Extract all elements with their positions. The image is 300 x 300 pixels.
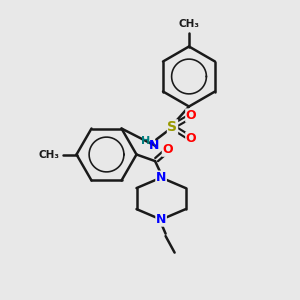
Text: O: O: [162, 143, 173, 156]
Text: H: H: [141, 136, 150, 146]
Text: N: N: [149, 139, 159, 152]
Text: S: S: [167, 120, 178, 134]
Text: O: O: [186, 132, 196, 146]
Text: CH₃: CH₃: [38, 149, 59, 160]
Text: CH₃: CH₃: [178, 19, 200, 28]
Text: N: N: [156, 171, 166, 184]
Text: N: N: [156, 213, 166, 226]
Text: O: O: [186, 109, 196, 122]
